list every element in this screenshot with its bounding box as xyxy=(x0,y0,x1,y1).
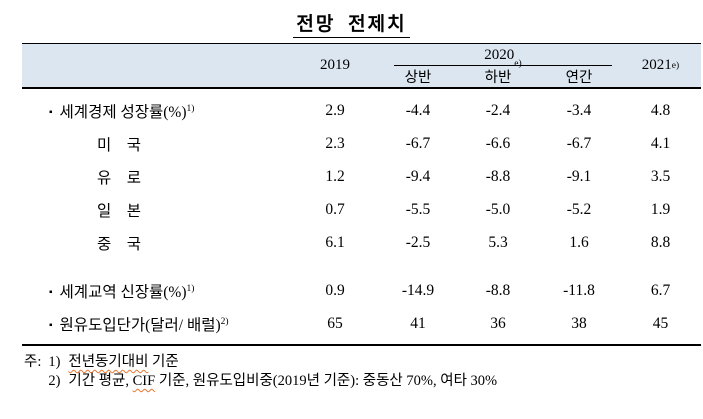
row-label: 일 본 xyxy=(97,202,142,220)
table-row-euro: 유 로 1.2 -9.4 -8.8 -9.1 3.5 xyxy=(22,160,701,193)
value-cell: -6.7 xyxy=(566,134,592,152)
value-cell: -2.5 xyxy=(405,233,431,251)
table-row-world-trade: ▪ 세계교역 신장률(%)1) 0.9 -14.9 -8.8 -11.8 6.7 xyxy=(22,274,701,307)
value-cell: 4.8 xyxy=(650,101,671,119)
value-cell: 65 xyxy=(327,314,343,332)
row-label: ▪ 세계경제 성장률(%)1) xyxy=(22,100,292,122)
value-cell: 0.9 xyxy=(325,281,345,299)
value-cell: -6.7 xyxy=(405,134,431,152)
table-header: 2019 2020 e) 상반 하반 연간 2021 e) xyxy=(22,43,701,89)
forecast-table: 2019 2020 e) 상반 하반 연간 2021 e) ▪ 세계경제 성장률(%)… xyxy=(22,43,701,346)
superscript-1: 1) xyxy=(186,103,195,114)
value-cell: 1.9 xyxy=(650,200,671,218)
header-label-spacer xyxy=(22,44,292,87)
row-label-text: 세계경제 성장률(%) xyxy=(59,103,187,121)
footnote-2-text-pre: 기간 평균, xyxy=(68,373,133,389)
square-bullet-icon: ▪ xyxy=(49,286,53,298)
value-cell: -2.4 xyxy=(485,101,511,119)
footnotes: 주: 1) 전년동기대비 기준 2) 기간 평균, CIF 기준, 원유도입비중(2… xyxy=(24,353,703,391)
value-cell: 0.7 xyxy=(325,200,345,218)
column-header-first-half: 상반 xyxy=(404,70,432,86)
column-header-second-half: 하반 xyxy=(484,70,512,86)
subheader-row-2020: 상반 하반 연간 xyxy=(378,66,620,87)
value-cell: 1.2 xyxy=(325,167,345,185)
value-cell: -3.4 xyxy=(566,101,592,119)
table-body: ▪ 세계경제 성장률(%)1) 2.9 -4.4 -2.4 -3.4 4.8 미 … xyxy=(22,89,701,344)
value-cell: 41 xyxy=(410,314,426,332)
value-cell: -9.4 xyxy=(405,167,431,185)
value-cell: -14.9 xyxy=(401,281,435,299)
footnote-1: 1) 전년동기대비 기준 xyxy=(48,353,497,372)
table-row-oil-price: ▪ 원유도입단가(달러/ 배럴)2) 65 41 36 38 45 xyxy=(22,307,701,340)
value-cell: 6.1 xyxy=(325,233,345,251)
value-cell: 6.7 xyxy=(650,281,671,299)
row-label: 유 로 xyxy=(97,169,142,187)
column-group-2020: 2020 e) 상반 하반 연간 xyxy=(378,44,620,87)
column-header-annual: 연간 xyxy=(565,70,593,86)
footnote-2-spellcheck-text: CIF xyxy=(132,373,156,389)
column-header-2021: 2021 e) xyxy=(641,57,680,73)
value-cell: -5.2 xyxy=(566,200,592,218)
column-header-2021-label: 2021 xyxy=(641,57,672,73)
page-title: 전망 전제치 xyxy=(293,9,410,38)
row-label-text: 세계교역 신장률(%) xyxy=(59,283,187,301)
value-cell: 36 xyxy=(490,314,506,332)
value-cell: 3.5 xyxy=(650,167,671,185)
superscript-2: 2) xyxy=(220,316,229,327)
title-wrap: 전망 전제치 xyxy=(0,0,703,43)
value-cell: 1.6 xyxy=(569,233,589,251)
footnote-label: 주: xyxy=(24,354,42,370)
value-cell: 4.1 xyxy=(650,134,671,152)
column-header-2019-label: 2019 xyxy=(320,57,350,73)
value-cell: -11.8 xyxy=(563,281,595,299)
column-header-2020: 2020 e) xyxy=(394,44,612,69)
value-cell: 45 xyxy=(652,314,669,332)
value-cell: 38 xyxy=(571,314,587,332)
table-row-china: 중 국 6.1 -2.5 5.3 1.6 8.8 xyxy=(22,226,701,259)
value-cell: -5.0 xyxy=(485,200,511,218)
square-bullet-icon: ▪ xyxy=(49,319,53,331)
table-row-world-growth: ▪ 세계경제 성장률(%)1) 2.9 -4.4 -2.4 -3.4 4.8 xyxy=(22,94,701,127)
footnote-2-number: 2) xyxy=(48,373,61,389)
value-cell: -8.8 xyxy=(485,281,511,299)
row-label: ▪ 세계교역 신장률(%)1) xyxy=(22,280,292,302)
value-cell: 8.8 xyxy=(650,233,671,251)
table-row-us: 미 국 2.3 -6.7 -6.6 -6.7 4.1 xyxy=(22,127,701,160)
value-cell: -4.4 xyxy=(405,101,431,119)
value-cell: -6.6 xyxy=(485,134,511,152)
row-label: ▪ 원유도입단가(달러/ 배럴)2) xyxy=(22,313,292,335)
column-header-2020-label: 2020 xyxy=(484,47,515,63)
square-bullet-icon: ▪ xyxy=(49,106,53,118)
footnote-1-number: 1) xyxy=(48,354,61,370)
row-label: 미 국 xyxy=(97,136,142,154)
value-cell: 5.3 xyxy=(488,233,508,251)
footnote-2: 2) 기간 평균, CIF 기준, 원유도입비중(2019년 기준): 중동산 7… xyxy=(48,372,497,391)
table-row-japan: 일 본 0.7 -5.5 -5.0 -5.2 1.9 xyxy=(22,193,701,226)
row-label: 중 국 xyxy=(97,235,142,253)
row-label-text: 원유도입단가(달러/ 배럴) xyxy=(59,316,221,334)
value-cell: 2.3 xyxy=(325,134,345,152)
value-cell: -5.5 xyxy=(405,200,431,218)
footnote-1-spellcheck-text: 전년동기대비 xyxy=(68,354,149,370)
footnote-1-text: 기준 xyxy=(148,354,179,370)
value-cell: -9.1 xyxy=(566,167,592,185)
value-cell: -8.8 xyxy=(485,167,511,185)
column-header-2019: 2019 xyxy=(292,44,378,87)
superscript-1: 1) xyxy=(186,283,195,294)
footnote-2-text: 기준, 원유도입비중(2019년 기준): 중동산 70%, 여타 30% xyxy=(155,373,498,389)
value-cell: 2.9 xyxy=(325,101,345,119)
footnote-body: 1) 전년동기대비 기준 2) 기간 평균, CIF 기준, 원유도입비중(2019… xyxy=(48,353,497,391)
